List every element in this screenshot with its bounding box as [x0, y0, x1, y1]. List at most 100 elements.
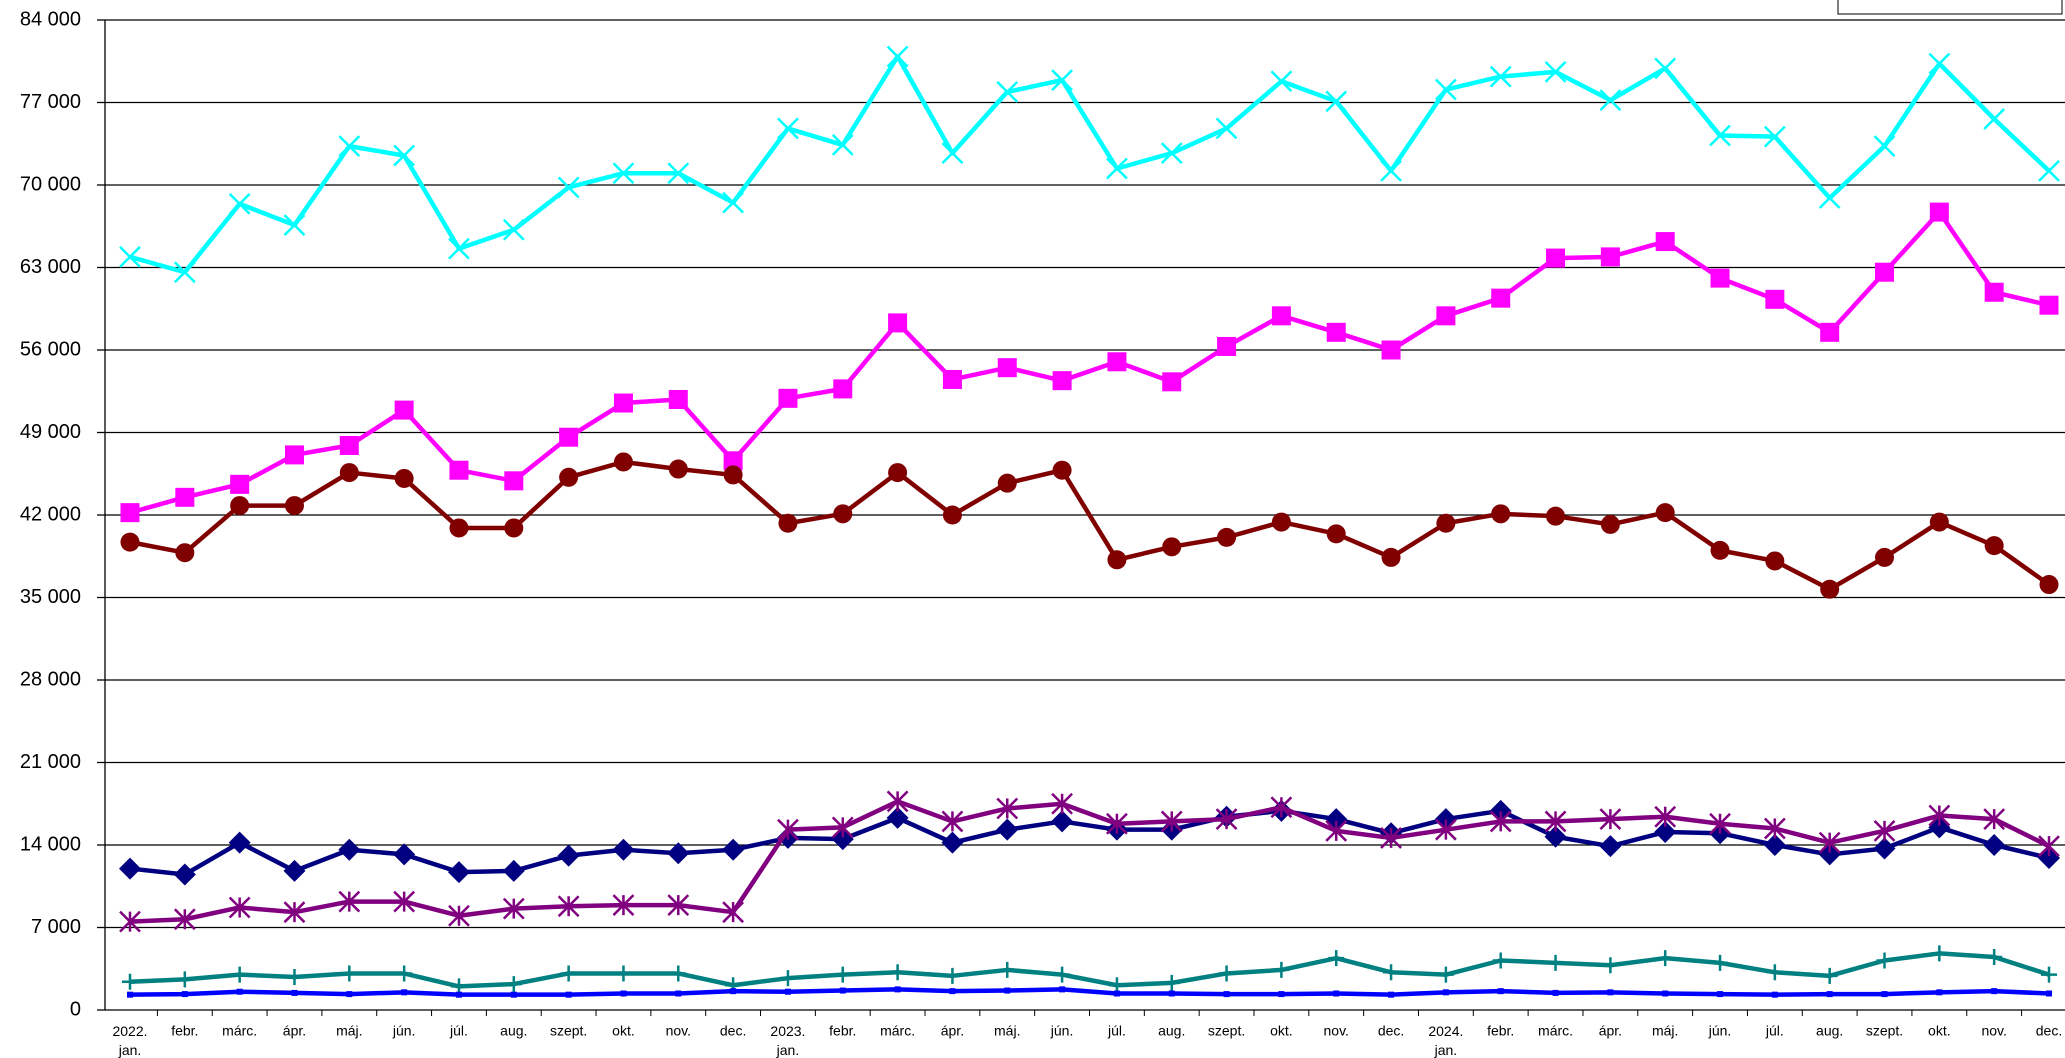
marker [1052, 460, 1072, 480]
marker [722, 191, 744, 214]
marker [119, 910, 141, 933]
marker [886, 790, 909, 813]
y-tick-label: 0 [70, 998, 81, 1020]
x-tick-label: 2023. jan. [770, 1023, 805, 1058]
marker [1983, 808, 2006, 830]
marker [1380, 827, 1402, 849]
marker [834, 966, 851, 983]
marker [778, 388, 798, 408]
marker [1600, 247, 1620, 267]
marker [1270, 796, 1293, 819]
marker [1655, 503, 1675, 523]
marker [1113, 990, 1120, 997]
marker [230, 474, 250, 494]
marker [1278, 991, 1285, 998]
marker [675, 990, 682, 997]
x-tick-label: jún. [392, 1023, 416, 1039]
marker [886, 45, 909, 68]
marker [1052, 371, 1072, 391]
marker [779, 970, 796, 987]
marker [1928, 52, 1951, 75]
marker [2039, 575, 2059, 595]
series-line [129, 987, 2050, 997]
marker [1223, 991, 1230, 998]
marker [510, 991, 517, 998]
marker [557, 844, 580, 867]
marker [1873, 819, 1896, 842]
marker [1544, 810, 1567, 833]
marker [996, 797, 1019, 820]
marker [777, 818, 799, 841]
marker [1991, 988, 1998, 995]
marker [1712, 954, 1729, 971]
x-tick-label: júl. [449, 1023, 468, 1039]
marker [2039, 295, 2059, 315]
marker [1986, 948, 2003, 965]
marker [1602, 957, 1619, 974]
x-tick-label: aug. [1158, 1023, 1185, 1039]
x-tick-label: dec. [2036, 1023, 2062, 1039]
marker [1491, 288, 1511, 308]
marker [777, 117, 799, 140]
marker [1766, 964, 1783, 981]
marker [448, 904, 470, 927]
x-tick-label: okt. [612, 1023, 635, 1039]
marker [283, 214, 306, 236]
marker [1059, 986, 1066, 993]
marker [228, 192, 251, 215]
marker [393, 890, 416, 913]
series [120, 202, 2059, 523]
marker [1552, 989, 1559, 996]
marker [1607, 989, 1614, 996]
marker [2038, 159, 2060, 182]
x-tick-label: szept. [1866, 1023, 1903, 1039]
x-tick-label: okt. [1270, 1023, 1293, 1039]
marker [997, 358, 1017, 378]
marker [839, 987, 846, 994]
marker [181, 991, 188, 998]
series-line [129, 209, 2050, 515]
marker [1710, 540, 1730, 560]
marker [449, 518, 469, 538]
x-tick-label: aug. [500, 1023, 527, 1039]
marker [1328, 950, 1345, 967]
y-tick-label: 84 000 [20, 8, 81, 30]
marker [173, 863, 196, 886]
marker [1717, 991, 1724, 998]
marker [1273, 961, 1290, 978]
y-tick-label: 63 000 [20, 256, 81, 278]
marker [778, 513, 798, 533]
marker [1051, 69, 1073, 91]
marker [338, 135, 361, 157]
marker [620, 990, 627, 997]
marker [941, 810, 964, 833]
series [119, 799, 2060, 886]
marker [833, 504, 853, 524]
marker [1271, 306, 1291, 326]
marker [889, 964, 906, 981]
marker [1657, 950, 1674, 967]
series [119, 790, 2060, 933]
marker [1497, 988, 1504, 995]
marker [1492, 952, 1509, 969]
marker [504, 471, 524, 491]
marker [1600, 514, 1620, 534]
marker [730, 988, 737, 995]
marker [886, 806, 909, 829]
marker [175, 487, 195, 507]
y-tick-label: 21 000 [20, 751, 81, 773]
marker [1380, 159, 1402, 182]
marker [888, 463, 908, 483]
y-tick-label: 14 000 [20, 833, 81, 855]
marker [1215, 808, 1238, 830]
marker [502, 859, 525, 882]
marker [1217, 336, 1237, 356]
marker [1983, 108, 2006, 130]
marker [888, 313, 908, 333]
marker [1325, 819, 1348, 842]
x-tick-label: 2022. jan. [112, 1023, 147, 1058]
marker [1876, 952, 1893, 969]
marker [1546, 506, 1566, 526]
